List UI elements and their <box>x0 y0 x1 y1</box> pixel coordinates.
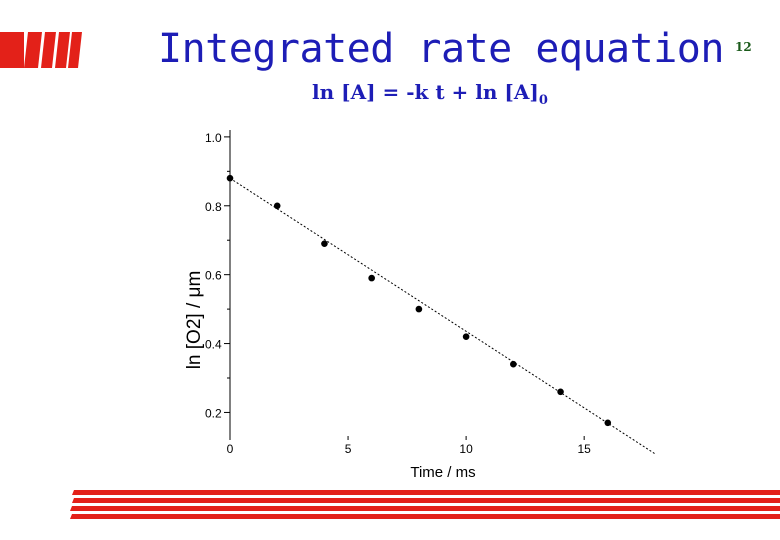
page-number: 12 <box>735 40 752 54</box>
fit-line <box>229 177 656 455</box>
x-tick-label: 5 <box>345 442 352 456</box>
logo-stripes <box>0 32 82 68</box>
data-point <box>226 174 234 182</box>
data-point <box>368 274 375 282</box>
y-tick-label: 0.4 <box>205 338 222 352</box>
slide-title: Integrated rate equation <box>158 26 724 72</box>
data-point <box>462 333 470 340</box>
y-tick-label: 0.2 <box>205 406 222 420</box>
equation-subscript: 0 <box>538 93 548 108</box>
data-point <box>510 360 517 368</box>
rate-equation: ln [A] = -k t + ln [A]0 <box>312 80 548 108</box>
x-tick-label: 0 <box>227 442 234 456</box>
data-point <box>415 305 423 313</box>
x-tick-label: 15 <box>577 442 591 456</box>
data-point <box>321 240 328 247</box>
scatter-chart: 0.2 0.4 0.6 0.8 1.0 0 5 10 15 Time / ms ln [O2]… <box>184 130 656 480</box>
x-tick-label: 10 <box>459 442 473 456</box>
x-axis-label: Time / ms <box>410 464 475 480</box>
y-tick-label: 1.0 <box>205 131 222 145</box>
data-point <box>273 202 281 210</box>
data-point <box>557 388 564 396</box>
y-axis-label: ln [O2] / μm <box>184 271 205 370</box>
y-tick-label: 0.8 <box>205 200 222 214</box>
y-tick-label: 0.6 <box>205 269 222 283</box>
data-point <box>604 419 612 427</box>
equation-text: ln [A] = -k t + ln [A] <box>312 80 539 104</box>
footer-stripes <box>70 490 780 519</box>
